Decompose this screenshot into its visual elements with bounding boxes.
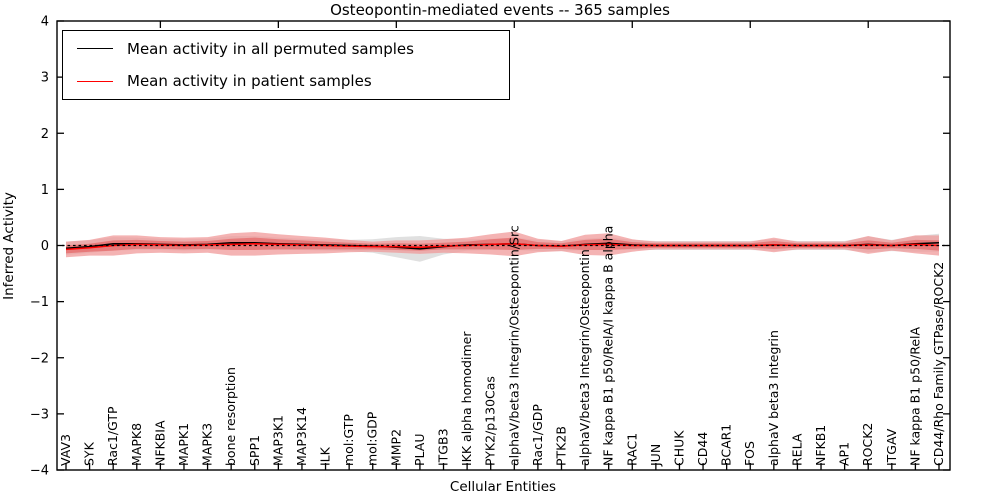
x-tick-label: MAPK8 (129, 423, 144, 466)
x-tick-label: MAPK3 (200, 423, 215, 466)
y-tick-label: −4 (30, 464, 49, 479)
x-tick-label: VAV3 (58, 434, 73, 466)
x-tick-label: ITGAV (884, 428, 899, 466)
y-tick-label: −2 (30, 351, 49, 366)
x-tick-label: PTK2B (553, 426, 568, 466)
x-tick-label: mol:GTP (341, 414, 356, 466)
legend-label-patient: Mean activity in patient samples (127, 72, 372, 91)
y-tick-label: 1 (41, 183, 49, 198)
x-tick-label: Rac1/GDP (530, 404, 545, 466)
x-tick-label: NF kappa B1 p50/RelA/I kappa B alpha (601, 226, 616, 466)
y-tick-label: 2 (41, 127, 49, 142)
x-tick-label: ITGB3 (436, 428, 451, 466)
x-tick-label: PYK2/p130Cas (483, 376, 498, 466)
x-tick-label: mol:GDP (365, 411, 380, 466)
band-layer (66, 231, 939, 262)
x-tick-label: CHUK (671, 430, 686, 466)
y-tick-label: 0 (41, 239, 49, 254)
x-tick-label: bone resorption (223, 367, 238, 466)
x-tick-label: alphaV/beta3 Integrin/Osteopontin (577, 249, 592, 466)
x-tick-label: SPP1 (247, 435, 262, 466)
x-tick-label: NF kappa B1 p50/RelA (907, 326, 922, 466)
y-tick-label: 3 (41, 71, 49, 86)
x-tick-label: NFKB1 (813, 425, 828, 466)
legend-line-patient-swatch (77, 80, 113, 82)
legend-label-permuted: Mean activity in all permuted samples (127, 39, 414, 58)
x-tick-label: MMP2 (388, 429, 403, 466)
line-layer (62, 241, 948, 251)
x-tick-label: RELA (789, 433, 804, 466)
x-tick-label: MAP3K14 (294, 407, 309, 466)
axis-layer: 4 3 2 1 0 −1 −2 −3 −4 VAV3 SYK Rac1/GTP MAPK8 NFKBIA M… (30, 15, 951, 479)
x-tick-label: MAPK1 (176, 423, 191, 466)
x-tick-label: ILK (318, 446, 333, 466)
legend-item-permuted: Mean activity in all permuted samples (63, 34, 509, 64)
x-tick-label: MAP3K1 (270, 415, 285, 466)
chart-title: Osteopontin-mediated events -- 365 sampl… (330, 1, 670, 19)
x-tick-label: alphaV/beta3 Integrin/Osteopontin/Src (506, 225, 521, 466)
x-tick-label: CD44/Rho Family GTPase/ROCK2 (931, 262, 946, 466)
x-tick-label: JUN (648, 444, 663, 467)
y-tick-label: 4 (41, 15, 49, 30)
x-tick-label: RAC1 (624, 433, 639, 466)
y-tick-label: −1 (30, 295, 49, 310)
x-tick-label: Rac1/GTP (105, 406, 120, 466)
x-tick-label: AP1 (837, 442, 852, 466)
legend-item-patient: Mean activity in patient samples (63, 66, 509, 96)
x-tick-label: alphaV beta3 Integrin (766, 330, 781, 466)
x-tick-label: PLAU (412, 434, 427, 467)
mean-patient-line (65, 243, 940, 251)
x-tick-label: ROCK2 (860, 423, 875, 466)
x-tick-label: FOS (742, 441, 757, 466)
legend: Mean activity in all permuted samples Me… (62, 30, 510, 100)
y-axis-label: Inferred Activity (1, 192, 17, 300)
x-tick-label: BCAR1 (719, 424, 734, 466)
legend-line-permuted-swatch (77, 48, 113, 50)
x-axis-label: Cellular Entities (450, 479, 556, 495)
y-tick-label: −3 (30, 407, 49, 422)
x-tick-label: NFKBIA (152, 420, 167, 466)
x-tick-label: SYK (82, 441, 97, 466)
x-tick-label: IKK alpha homodimer (459, 331, 474, 466)
x-tick-label: CD44 (695, 432, 710, 466)
